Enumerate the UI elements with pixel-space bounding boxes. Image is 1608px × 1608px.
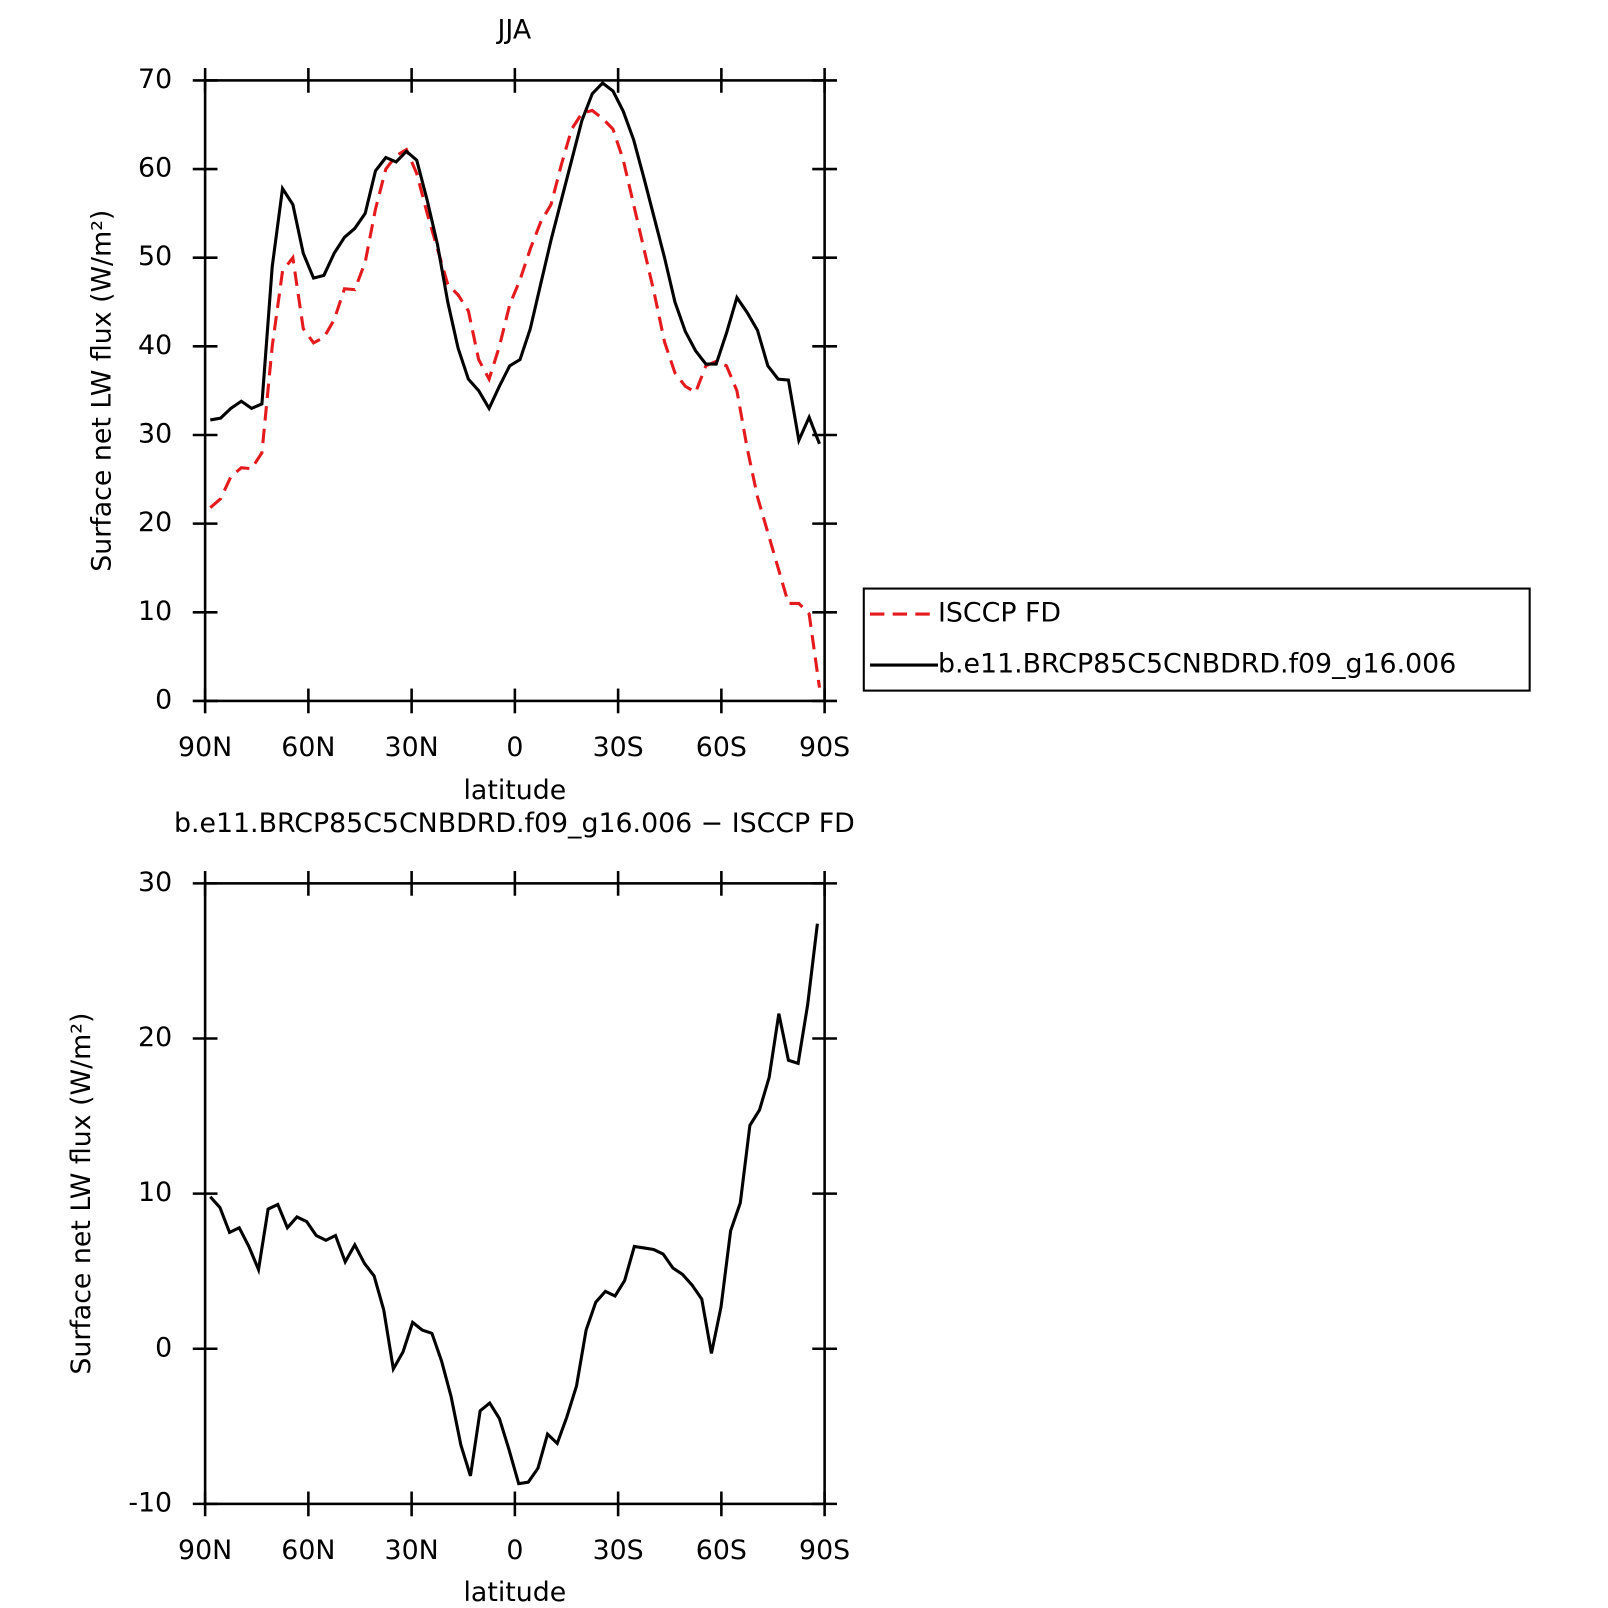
y-tick-label: 50 — [138, 241, 172, 272]
x-axis-label: latitude — [463, 1577, 566, 1608]
plot-frame — [203, 882, 826, 1506]
x-tick-label: 90S — [799, 732, 850, 763]
y-tick-label: 0 — [155, 684, 172, 715]
y-axis-label: Surface net LW flux (W/m²) — [87, 210, 118, 572]
y-tick-label: 0 — [155, 1332, 172, 1363]
x-tick-label: 60N — [281, 732, 335, 763]
x-tick-label: 60S — [696, 732, 747, 763]
x-tick-label: 30N — [385, 732, 439, 763]
x-tick-label: 0 — [506, 1535, 523, 1566]
x-tick-label: 30S — [593, 732, 644, 763]
y-tick-label: 10 — [138, 596, 172, 627]
y-tick-label: -10 — [128, 1487, 172, 1518]
x-tick-label: 90N — [178, 732, 232, 763]
data-line — [209, 923, 819, 1486]
legend-box — [862, 587, 1531, 692]
y-tick-label: 70 — [138, 64, 172, 95]
y-tick-label: 60 — [138, 153, 172, 184]
data-line — [210, 81, 821, 446]
legend-label: b.e11.BRCP85C5CNBDRD.f09_g16.006 — [938, 649, 1456, 680]
y-tick-label: 40 — [138, 330, 172, 361]
y-axis-label: Surface net LW flux (W/m²) — [66, 1013, 97, 1375]
y-tick-label: 30 — [138, 418, 172, 449]
y-tick-label: 30 — [138, 867, 172, 898]
y-tick-label: 20 — [138, 1022, 172, 1053]
plot-frame — [203, 79, 826, 703]
x-tick-label: 60N — [281, 1535, 335, 1566]
x-tick-label: 90N — [178, 1535, 232, 1566]
x-tick-label: 30N — [385, 1535, 439, 1566]
legend-label: ISCCP FD — [938, 598, 1061, 629]
x-tick-label: 30S — [593, 1535, 644, 1566]
x-axis-label: latitude — [463, 775, 566, 806]
chart-title: b.e11.BRCP85C5CNBDRD.f09_g16.006 − ISCCP… — [174, 808, 855, 839]
x-tick-label: 60S — [696, 1535, 747, 1566]
y-tick-label: 20 — [138, 507, 172, 538]
x-tick-label: 0 — [506, 732, 523, 763]
y-tick-label: 10 — [138, 1177, 172, 1208]
data-line — [209, 108, 821, 688]
chart-title: JJA — [496, 14, 532, 45]
x-tick-label: 90S — [799, 1535, 850, 1566]
